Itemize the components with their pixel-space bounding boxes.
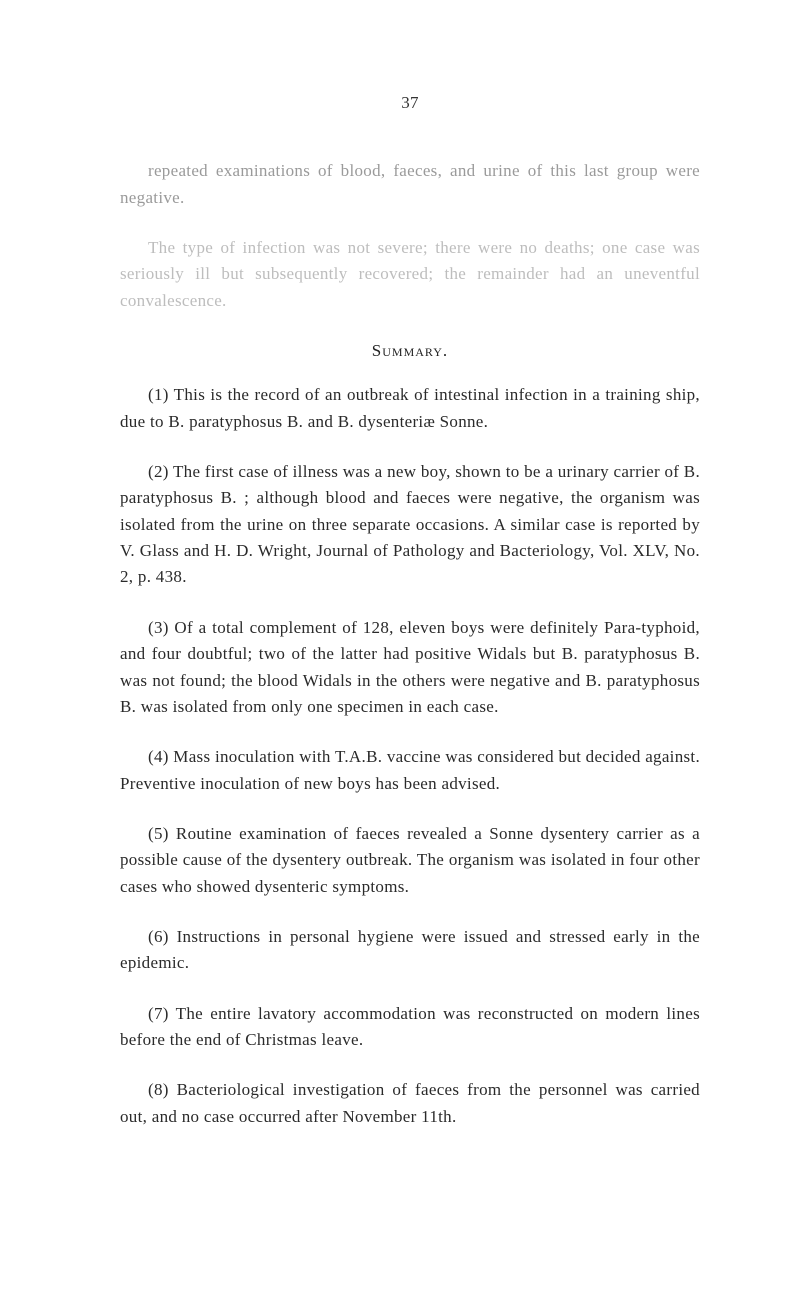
- intro-paragraph-1: repeated examinations of blood, faeces, …: [120, 158, 700, 211]
- page-container: 37 repeated examinations of blood, faece…: [0, 0, 800, 1289]
- intro-paragraph-2: The type of infection was not severe; th…: [120, 235, 700, 314]
- summary-item-3: (3) Of a total complement of 128, eleven…: [120, 615, 700, 720]
- summary-item-4: (4) Mass inoculation with T.A.B. vaccine…: [120, 744, 700, 797]
- summary-item-7: (7) The entire lavatory accommodation wa…: [120, 1001, 700, 1054]
- summary-heading: Summary.: [120, 338, 700, 364]
- summary-item-8: (8) Bacteriological investigation of fae…: [120, 1077, 700, 1130]
- summary-item-2: (2) The first case of illness was a new …: [120, 459, 700, 591]
- summary-item-5: (5) Routine examination of faeces reveal…: [120, 821, 700, 900]
- summary-item-6: (6) Instructions in personal hygiene wer…: [120, 924, 700, 977]
- summary-item-1: (1) This is the record of an outbreak of…: [120, 382, 700, 435]
- page-number: 37: [120, 90, 700, 116]
